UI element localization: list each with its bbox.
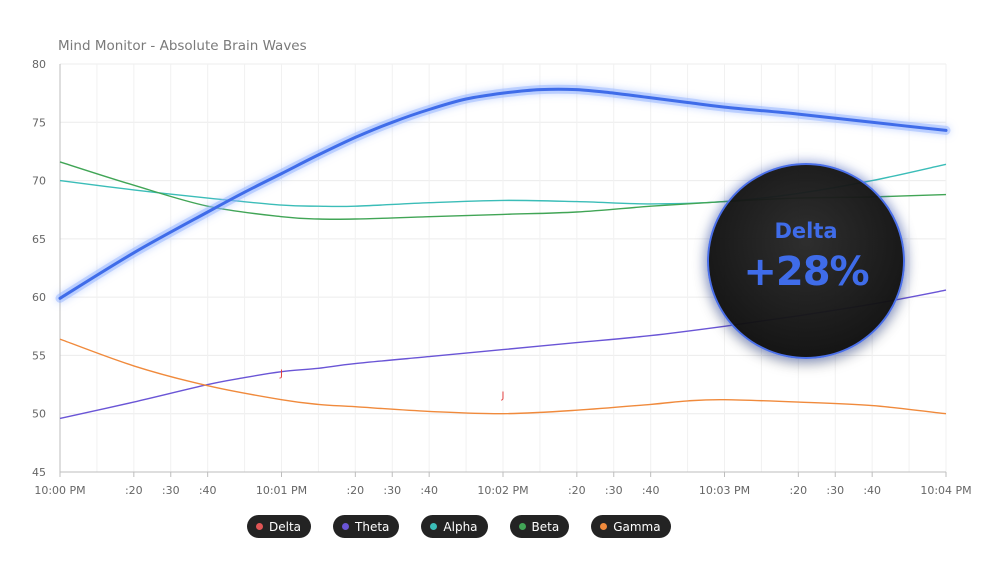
y-tick-label: 60 — [32, 291, 46, 304]
axes: 45 50 55 60 65 70 75 80 10:00 PM :20 :30 :40 10:01 P… — [32, 58, 972, 497]
x-tick-label: :40 — [420, 484, 438, 497]
x-tick-label: 10:03 PM — [699, 484, 750, 497]
x-tick-label: :30 — [826, 484, 844, 497]
x-tick-label: 10:01 PM — [256, 484, 307, 497]
legend-label: Alpha — [443, 519, 478, 534]
legend-dot-icon — [600, 523, 608, 530]
x-tick-label: :30 — [162, 484, 180, 497]
x-tick-label: :40 — [199, 484, 217, 497]
legend-dot-icon — [518, 523, 526, 530]
annotation-marker: J — [501, 391, 505, 402]
badge-value: +28% — [743, 249, 869, 295]
legend-dot-icon — [256, 523, 263, 530]
legend-item-delta[interactable]: Delta — [247, 515, 312, 538]
x-tick-label: :30 — [605, 484, 623, 497]
x-tick-label: :20 — [125, 484, 143, 497]
badge-label: Delta — [774, 219, 838, 243]
y-tick-label: 70 — [32, 175, 46, 188]
x-tick-label: 10:04 PM — [920, 484, 971, 497]
legend-label: Theta — [355, 519, 390, 534]
x-tick-label: :40 — [863, 484, 881, 497]
delta-change-badge: Delta +28% — [707, 163, 905, 359]
legend-item-alpha[interactable]: Alpha — [421, 515, 488, 538]
chart-title: Mind Monitor - Absolute Brain Waves — [58, 38, 307, 54]
x-tick-label: 10:00 PM — [34, 484, 85, 497]
legend-item-theta[interactable]: Theta — [333, 515, 400, 538]
legend: Delta Theta Alpha Beta Gamma — [247, 515, 693, 538]
y-tick-label: 80 — [32, 58, 46, 71]
y-tick-label: 65 — [32, 233, 46, 246]
delta-line[interactable] — [58, 87, 948, 300]
annotations: JJ — [279, 368, 504, 401]
y-tick-label: 45 — [32, 466, 46, 479]
y-tick-label: 50 — [32, 408, 46, 421]
y-tick-label: 75 — [32, 116, 46, 129]
x-tick-label: :30 — [383, 484, 401, 497]
legend-dot-icon — [430, 523, 438, 530]
legend-label: Gamma — [613, 519, 661, 534]
y-tick-label: 55 — [32, 349, 46, 362]
x-tick-label: :40 — [642, 484, 660, 497]
annotation-marker: J — [279, 368, 283, 379]
legend-item-gamma[interactable]: Gamma — [591, 515, 671, 538]
x-tick-label: :20 — [346, 484, 364, 497]
x-tick-label: :20 — [789, 484, 807, 497]
x-tick-label: :20 — [568, 484, 586, 497]
x-tick-label: 10:02 PM — [477, 484, 528, 497]
legend-label: Delta — [269, 519, 302, 534]
legend-label: Beta — [531, 519, 560, 534]
gamma-line[interactable] — [59, 338, 947, 415]
legend-item-beta[interactable]: Beta — [509, 515, 570, 538]
legend-dot-icon — [342, 523, 350, 530]
